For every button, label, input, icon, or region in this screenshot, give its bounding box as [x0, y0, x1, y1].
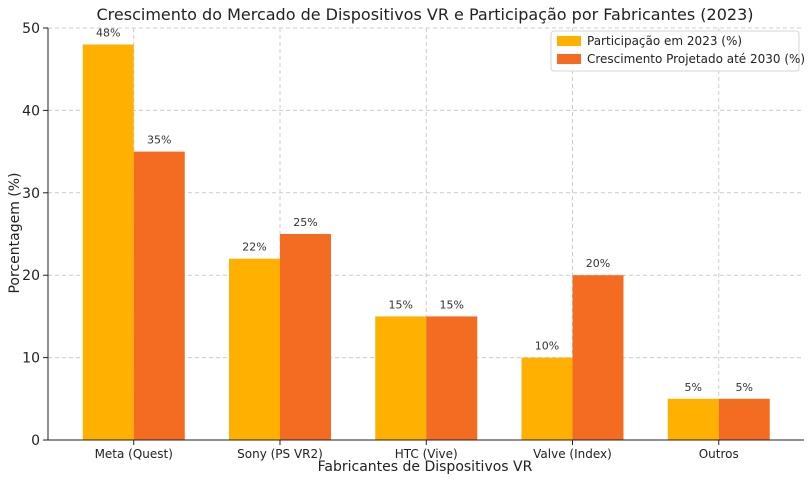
legend: Participação em 2023 (%) Crescimento Proj… [550, 30, 805, 72]
data-labels: 48% 22% 15% 10% 5% 35% 25% 15% 20% 5% [96, 26, 753, 393]
y-tick-label: 0 [31, 433, 40, 449]
legend-swatch [557, 36, 581, 46]
y-tick-label: 10 [22, 351, 40, 367]
bars [82, 44, 770, 440]
bar-series-2 [718, 398, 770, 440]
bar-value-label: 20% [586, 257, 610, 270]
bar-series-1 [375, 316, 427, 440]
bar-value-label: 35% [147, 134, 171, 147]
bar-value-label: 10% [535, 340, 559, 353]
x-tick-label: Meta (Quest) [95, 447, 173, 461]
chart-title: Crescimento do Mercado de Dispositivos V… [97, 5, 754, 24]
bar-series-2 [426, 316, 478, 440]
y-tick-label: 50 [22, 21, 40, 37]
y-tick-label: 40 [22, 103, 40, 119]
bar-value-label: 48% [96, 26, 120, 39]
bar-series-2 [572, 275, 624, 440]
bar-value-label: 22% [242, 241, 266, 254]
bar-series-1 [229, 258, 280, 440]
y-tick-label: 20 [22, 268, 40, 284]
legend-swatch [557, 54, 581, 64]
legend-entry-label: Crescimento Projetado até 2030 (%) [587, 52, 805, 66]
bar-value-label: 15% [389, 298, 413, 311]
x-tick-label: Outros [699, 447, 739, 461]
axes: 0 10 20 30 40 50 Meta (Quest) Sony (PS VR2) HTC … [22, 21, 804, 461]
bar-series-2 [133, 151, 185, 440]
x-tick-label: Sony (PS VR2) [237, 447, 323, 461]
legend-box [550, 30, 800, 72]
y-tick-label: 30 [22, 186, 40, 202]
bar-series-1 [521, 357, 573, 440]
bar-value-label: 25% [293, 216, 317, 229]
bar-series-1 [82, 44, 134, 440]
bar-series-2 [280, 234, 331, 440]
bar-value-label: 5% [736, 381, 753, 394]
y-axis-label: Porcentagem (%) [7, 172, 23, 293]
x-tick-label: Valve (Index) [533, 447, 612, 461]
legend-entry-label: Participação em 2023 (%) [587, 34, 742, 48]
bar-value-label: 5% [685, 381, 702, 394]
bar-value-label: 15% [440, 298, 464, 311]
x-axis-label: Fabricantes de Dispositivos VR [318, 459, 533, 475]
x-tick-label: HTC (Vive) [395, 447, 458, 461]
bar-series-1 [667, 398, 719, 440]
